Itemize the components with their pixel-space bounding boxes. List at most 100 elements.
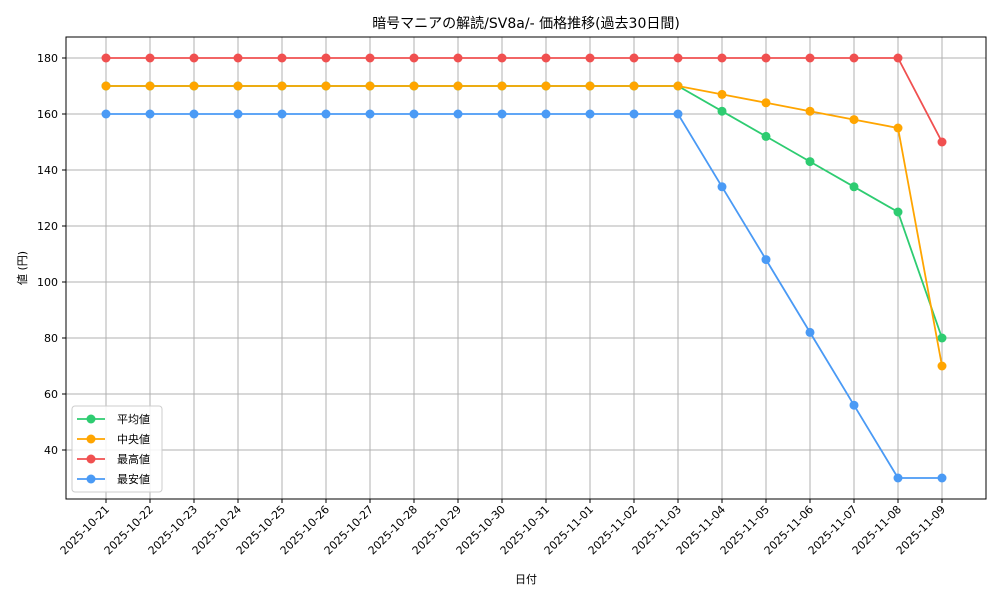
data-point [937, 333, 947, 343]
y-tick-label: 120 [37, 220, 58, 233]
data-point [937, 361, 947, 371]
data-point [453, 81, 463, 91]
legend-label: 最安値 [117, 472, 150, 486]
data-point [101, 109, 111, 119]
x-axis: 2025-10-212025-10-222025-10-232025-10-24… [58, 499, 948, 557]
data-point [497, 81, 507, 91]
data-point [849, 182, 859, 192]
data-point [277, 81, 287, 91]
data-point [629, 109, 639, 119]
data-point [937, 473, 947, 483]
data-point [409, 53, 419, 63]
series-group [101, 53, 947, 483]
legend-marker-icon [86, 474, 96, 484]
series-line [101, 109, 947, 483]
data-point [541, 81, 551, 91]
data-point [233, 53, 243, 63]
data-point [145, 53, 155, 63]
data-point [673, 109, 683, 119]
data-point [101, 81, 111, 91]
data-point [629, 81, 639, 91]
data-point [805, 106, 815, 116]
data-point [717, 89, 727, 99]
data-point [321, 53, 331, 63]
data-point [277, 53, 287, 63]
y-tick-label: 40 [44, 444, 58, 457]
data-point [233, 109, 243, 119]
data-point [937, 137, 947, 147]
chart-title: 暗号マニアの解読/SV8a/- 価格推移(過去30日間) [372, 15, 680, 32]
data-point [365, 53, 375, 63]
data-point [189, 81, 199, 91]
data-point [145, 81, 155, 91]
data-point [541, 53, 551, 63]
y-tick-label: 100 [37, 276, 58, 289]
data-point [761, 255, 771, 265]
data-point [453, 109, 463, 119]
data-point [673, 53, 683, 63]
series-line [101, 81, 947, 343]
legend-item: 平均値 [77, 413, 150, 426]
data-point [101, 53, 111, 63]
data-point [189, 53, 199, 63]
data-point [189, 109, 199, 119]
data-point [409, 81, 419, 91]
y-axis-label: 値 (円) [16, 251, 29, 285]
data-point [585, 53, 595, 63]
y-tick-label: 180 [37, 52, 58, 65]
y-tick-label: 160 [37, 108, 58, 121]
legend-marker-icon [86, 414, 96, 424]
data-point [277, 109, 287, 119]
data-point [849, 400, 859, 410]
data-point [805, 157, 815, 167]
series-line [101, 81, 947, 371]
data-point [849, 53, 859, 63]
data-point [629, 53, 639, 63]
data-point [365, 81, 375, 91]
data-point [893, 53, 903, 63]
legend-box [71, 405, 163, 493]
data-point [673, 81, 683, 91]
legend-label: 中央値 [117, 433, 150, 446]
data-point [321, 81, 331, 91]
data-point [893, 207, 903, 217]
legend-item: 最安値 [77, 472, 150, 486]
legend-item: 中央値 [77, 433, 150, 446]
data-point [761, 53, 771, 63]
data-point [321, 109, 331, 119]
data-point [893, 123, 903, 133]
y-tick-label: 80 [44, 332, 58, 345]
x-axis-label: 日付 [515, 573, 537, 586]
legend-item: 最高値 [77, 452, 150, 466]
data-point [541, 109, 551, 119]
data-point [805, 327, 815, 337]
data-point [585, 81, 595, 91]
grid [66, 37, 986, 499]
data-point [145, 109, 155, 119]
data-point [497, 53, 507, 63]
y-tick-label: 60 [44, 388, 58, 401]
data-point [805, 53, 815, 63]
data-point [409, 109, 419, 119]
y-tick-label: 140 [37, 164, 58, 177]
data-point [233, 81, 243, 91]
legend-label: 最高値 [117, 452, 150, 466]
data-point [717, 53, 727, 63]
data-point [717, 106, 727, 116]
data-point [717, 182, 727, 192]
data-point [761, 131, 771, 141]
legend-marker-icon [86, 434, 96, 444]
legend-marker-icon [86, 454, 96, 464]
legend-label: 平均値 [117, 413, 150, 426]
series-line [101, 53, 947, 147]
data-point [761, 98, 771, 108]
data-point [893, 473, 903, 483]
data-point [497, 109, 507, 119]
y-axis: 40 60 80 100 120 140 160 180 [37, 52, 66, 457]
data-point [365, 109, 375, 119]
data-point [585, 109, 595, 119]
data-point [849, 115, 859, 125]
data-point [453, 53, 463, 63]
